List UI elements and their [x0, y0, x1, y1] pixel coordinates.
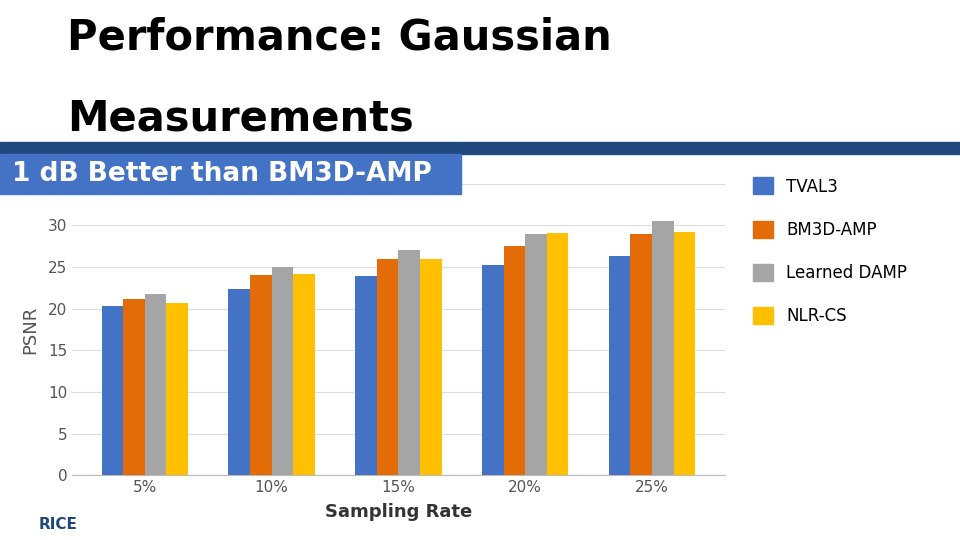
Bar: [102, 306, 123, 475]
Bar: [123, 299, 145, 475]
Legend: TVAL3, BM3D-AMP, Learned DAMP, NLR-CS: TVAL3, BM3D-AMP, Learned DAMP, NLR-CS: [753, 177, 907, 325]
Text: RICE: RICE: [38, 517, 77, 532]
Bar: [631, 234, 652, 475]
Y-axis label: PSNR: PSNR: [21, 305, 39, 354]
Bar: [398, 250, 420, 475]
Bar: [166, 303, 188, 475]
Bar: [525, 234, 547, 475]
Bar: [420, 259, 442, 475]
Bar: [250, 275, 272, 475]
Text: 1 dB Better than BM3D-AMP: 1 dB Better than BM3D-AMP: [12, 161, 431, 187]
Bar: [377, 259, 398, 475]
Text: Measurements: Measurements: [67, 97, 414, 139]
Bar: [482, 265, 504, 475]
Text: Performance: Gaussian: Performance: Gaussian: [67, 16, 612, 58]
Bar: [547, 233, 568, 475]
Bar: [293, 274, 315, 475]
Bar: [609, 256, 631, 475]
Bar: [652, 221, 674, 475]
Bar: [145, 294, 166, 475]
Bar: [272, 267, 293, 475]
Bar: [674, 232, 695, 475]
Bar: [504, 246, 525, 475]
Bar: [228, 288, 250, 475]
X-axis label: Sampling Rate: Sampling Rate: [324, 503, 472, 522]
Bar: [355, 276, 377, 475]
